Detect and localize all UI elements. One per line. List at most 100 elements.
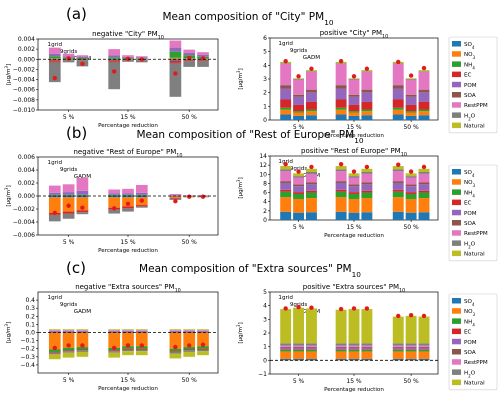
- total-marker: [338, 306, 344, 312]
- bar-segment: [305, 351, 317, 359]
- bar-segment: [348, 349, 360, 352]
- bar-segment: [280, 347, 292, 350]
- bar-segment: [197, 348, 209, 350]
- y-tick-label: −0.006: [13, 232, 35, 239]
- legend-entry: Natural: [464, 124, 485, 130]
- bar-segment: [122, 330, 134, 332]
- bar-segment: [418, 358, 430, 361]
- bar-segment: [169, 331, 182, 333]
- bar-segment: [169, 40, 182, 48]
- legend-swatch: [452, 179, 461, 185]
- bar-segment: [280, 166, 292, 170]
- bar-segment: [135, 329, 148, 331]
- bar-segment: [418, 346, 430, 348]
- total-marker: [200, 342, 206, 347]
- bar-segment: [76, 57, 89, 59]
- bar-segment: [183, 350, 196, 352]
- bar-segment: [348, 111, 360, 113]
- total-marker: [200, 194, 206, 199]
- bar-segment: [62, 213, 75, 219]
- bar-segment: [169, 59, 182, 61]
- bar-segment: [335, 63, 347, 86]
- bar-segment: [169, 60, 182, 63]
- bar-segment: [361, 92, 373, 102]
- bar-segment: [108, 189, 121, 194]
- bar-segment: [348, 345, 360, 347]
- bar-segment: [197, 346, 209, 349]
- legend-entry: EC: [464, 73, 472, 79]
- bar-segment: [48, 214, 61, 222]
- bar-segment: [280, 197, 292, 212]
- bar-segment: [135, 331, 148, 333]
- x-tick-label: 15 %: [346, 224, 362, 231]
- bar-segment: [108, 331, 121, 333]
- y-tick-label: 0.002: [18, 180, 35, 187]
- total-marker: [173, 71, 178, 76]
- legend-swatch: [452, 240, 461, 246]
- bar-segment: [335, 114, 347, 120]
- bar-annotation: 1grid: [278, 159, 293, 165]
- y-tick-label: 0: [263, 117, 267, 124]
- bar-segment: [305, 111, 317, 116]
- total-marker: [173, 199, 178, 204]
- bar-segment: [183, 330, 196, 332]
- bar-segment: [418, 192, 430, 199]
- subplot: −0.4−0.3−0.2−0.10.0 0.10.20.30.4 [μg/m3] ne…: [4, 283, 219, 392]
- legend-swatch: [452, 51, 461, 57]
- bar-segment: [169, 197, 182, 199]
- legend-entry: SO4: [464, 299, 475, 307]
- bar-segment: [405, 349, 417, 352]
- total-marker: [187, 343, 192, 348]
- total-marker: [52, 210, 57, 216]
- y-tick-label: −0.1: [20, 338, 35, 345]
- bar-segment: [418, 173, 430, 183]
- bar-segment: [62, 331, 75, 333]
- y-tick-label: 2: [263, 90, 267, 97]
- bar-segment: [361, 115, 373, 120]
- total-marker: [283, 162, 288, 167]
- bar-segment: [305, 212, 317, 220]
- bar-segment: [135, 56, 148, 58]
- bar-annotation: 1grid: [48, 42, 63, 48]
- bar-segment: [405, 79, 417, 80]
- legend-swatch: [452, 230, 461, 236]
- bar-annotation: 9grids: [60, 167, 78, 173]
- x-tick-label: 50 %: [182, 377, 198, 384]
- bar-segment: [280, 169, 292, 172]
- bar-segment: [335, 347, 347, 350]
- bar-segment: [76, 177, 89, 191]
- y-tick-label: −0.008: [13, 97, 35, 104]
- legend-swatch: [452, 189, 461, 195]
- y-axis-label: [μg/m3]: [4, 185, 13, 206]
- bar-segment: [392, 169, 404, 172]
- bar-segment: [293, 351, 305, 359]
- bar-segment: [280, 343, 292, 346]
- bar-segment: [293, 79, 305, 80]
- bar-segment: [418, 347, 430, 350]
- bar-segment: [293, 192, 305, 194]
- bar-segment: [135, 184, 148, 193]
- total-marker: [187, 194, 192, 199]
- bar-segment: [348, 104, 360, 112]
- bar-segment: [169, 196, 182, 198]
- bar-segment: [392, 182, 404, 190]
- bar-segment: [183, 52, 196, 56]
- bar-segment: [48, 330, 61, 332]
- bar-segment: [108, 194, 121, 196]
- y-tick-label: 2: [263, 330, 267, 337]
- legend-entry: RestPPM: [464, 360, 488, 366]
- bar-segment: [405, 184, 417, 187]
- bar-segment: [348, 96, 360, 105]
- bar-segment: [335, 85, 347, 89]
- bar-segment: [392, 181, 404, 183]
- bar-segment: [361, 172, 373, 174]
- total-marker: [80, 61, 85, 67]
- bar-segment: [418, 212, 430, 220]
- bar-segment: [135, 205, 148, 207]
- bar-segment: [76, 330, 89, 332]
- total-marker: [351, 169, 357, 174]
- bar-segment: [76, 56, 89, 58]
- subplot-title: negative "City" PM10: [92, 30, 164, 41]
- legend-entry: NO3: [464, 180, 476, 188]
- y-axis-label: [μg/m3]: [236, 322, 245, 343]
